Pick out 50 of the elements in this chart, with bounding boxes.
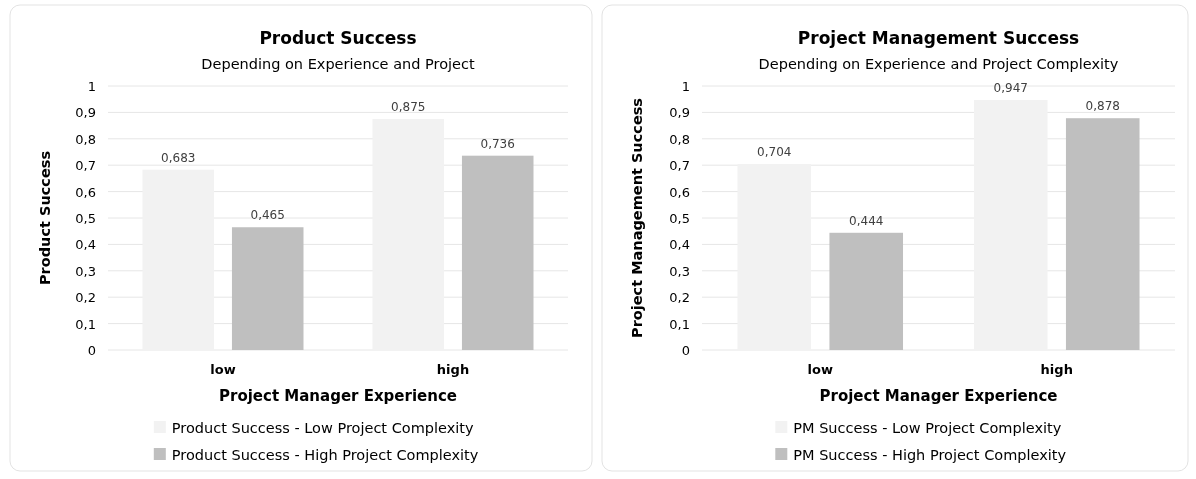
y-tick-label: 0,4 [669, 237, 690, 253]
legend-label: PM Success - High Project Complexity [793, 447, 1067, 463]
y-tick-label: 0,8 [75, 131, 96, 147]
y-tick-label: 0,2 [669, 290, 690, 306]
y-tick-label: 0,2 [75, 290, 96, 306]
data-label: 0,875 [391, 100, 426, 114]
data-label: 0,683 [161, 150, 196, 165]
x-tick-label: low [807, 362, 833, 377]
bar [829, 232, 904, 350]
chart-subtitle: Depending on Experience and Project [201, 56, 475, 72]
data-label: 0,465 [250, 208, 285, 223]
data-label: 0,444 [849, 213, 884, 228]
y-axis-title: Project Management Success [629, 98, 645, 338]
y-tick-label: 1 [681, 79, 690, 94]
x-axis-title: Project Manager Experience [819, 387, 1058, 405]
chart-title: Product Success [259, 28, 417, 48]
data-label: 0,878 [1085, 99, 1120, 114]
x-tick-label: high [1040, 362, 1073, 377]
y-tick-label: 0,3 [75, 263, 96, 279]
y-tick-label: 0,1 [75, 316, 96, 332]
y-tick-label: 1 [87, 79, 96, 94]
y-tick-label: 0,4 [75, 237, 96, 253]
x-axis-title: Project Manager Experience [219, 387, 457, 405]
bar [461, 155, 534, 350]
bar [231, 227, 304, 350]
chart-subtitle: Depending on Experience and Project Complexity [758, 56, 1119, 72]
data-label: 0,736 [480, 136, 515, 151]
bar [1065, 118, 1140, 350]
y-tick-label: 0,6 [669, 184, 690, 200]
data-label: 0,704 [757, 145, 792, 160]
y-tick-label: 0,9 [669, 105, 690, 121]
data-label: 0,947 [993, 80, 1028, 95]
y-tick-label: 0,5 [669, 211, 690, 226]
y-tick-label: 0,7 [669, 158, 690, 174]
legend-label: PM Success - Low Project Complexity [793, 420, 1062, 436]
y-tick-label: 0,8 [669, 131, 690, 147]
y-tick-label: 0 [87, 343, 96, 358]
y-tick-label: 0,9 [75, 105, 96, 121]
x-tick-label: low [210, 362, 236, 377]
y-axis-title: Product Success [37, 150, 53, 286]
y-tick-label: 0 [681, 343, 690, 358]
y-tick-label: 0,1 [669, 316, 690, 332]
y-tick-label: 0,3 [669, 263, 690, 279]
y-tick-label: 0,5 [75, 211, 96, 226]
legend-label: Product Success - High Project Complexity [171, 447, 479, 463]
y-tick-label: 0,7 [75, 158, 96, 174]
chart-title: Project Management Success [797, 28, 1080, 48]
y-tick-label: 0,6 [75, 184, 96, 200]
x-tick-label: high [436, 362, 470, 377]
legend-label: Product Success - Low Project Complexity [171, 420, 474, 436]
